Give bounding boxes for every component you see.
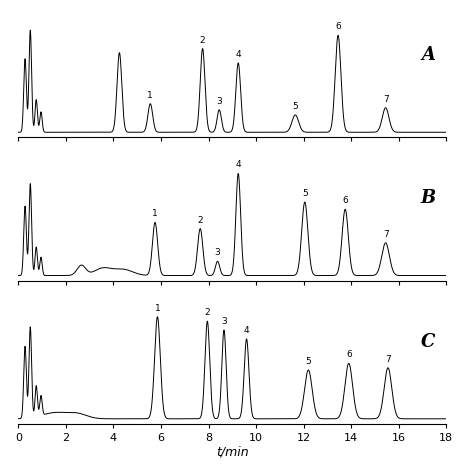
Text: 3: 3 — [221, 317, 226, 326]
Text: 6: 6 — [341, 196, 347, 205]
Text: 5: 5 — [305, 357, 311, 366]
Text: 2: 2 — [197, 216, 202, 225]
Text: 1: 1 — [152, 210, 157, 219]
Text: 1: 1 — [154, 304, 160, 313]
Text: 7: 7 — [382, 230, 387, 239]
Text: 3: 3 — [216, 97, 222, 106]
Text: 7: 7 — [382, 95, 387, 104]
Text: 7: 7 — [384, 355, 390, 364]
Text: 2: 2 — [204, 308, 210, 317]
Text: 1: 1 — [147, 90, 153, 99]
Text: 4: 4 — [235, 50, 241, 59]
Text: 5: 5 — [292, 102, 297, 111]
Text: 2: 2 — [199, 35, 205, 44]
Text: 6: 6 — [345, 350, 351, 359]
Text: C: C — [420, 333, 435, 350]
Text: 4: 4 — [243, 326, 249, 335]
Text: B: B — [420, 189, 435, 207]
Text: 3: 3 — [214, 248, 220, 257]
X-axis label: t/min: t/min — [216, 446, 248, 459]
Text: 6: 6 — [335, 22, 340, 31]
Text: 5: 5 — [301, 189, 307, 198]
Text: 4: 4 — [235, 161, 241, 170]
Text: A: A — [420, 46, 435, 64]
